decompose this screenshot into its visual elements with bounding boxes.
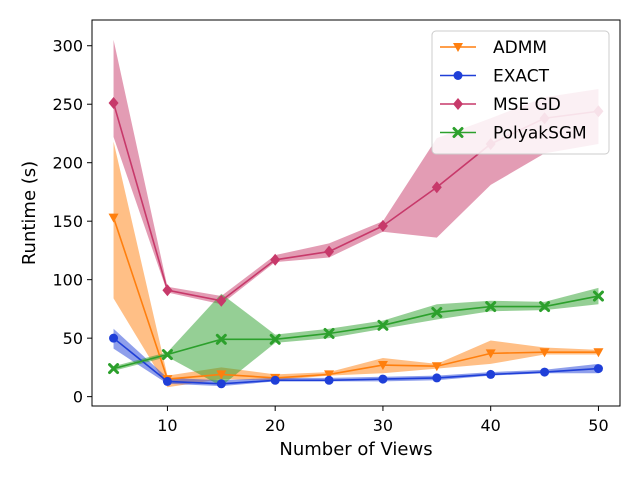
y-tick-label: 200	[52, 154, 83, 173]
point-mse-gd	[324, 245, 335, 258]
legend: ADMM EXACT MSE GD PolyakSGM	[431, 30, 610, 155]
point-admm	[431, 362, 442, 372]
legend-box	[431, 30, 610, 155]
legend-label-mse-gd: MSE GD	[493, 95, 561, 115]
y-axis-label: Runtime (s)	[19, 161, 40, 265]
band-mse-gd	[113, 39, 599, 305]
y-tick-label: 100	[52, 271, 83, 290]
point-polyaksgm	[323, 327, 335, 339]
point-polyaksgm	[431, 306, 443, 318]
legend-marker-polyaksgm	[452, 127, 464, 138]
legend-marker-admm	[453, 43, 463, 52]
y-tick-label: 0	[73, 388, 83, 407]
point-exact	[378, 374, 388, 384]
point-polyaksgm	[592, 290, 604, 302]
plot-frame	[91, 19, 621, 407]
y-axis-ticks: 0 50 100 150 200 250 300	[52, 37, 92, 407]
point-polyaksgm	[485, 301, 497, 313]
point-exact	[324, 375, 334, 385]
point-polyaksgm	[377, 319, 389, 331]
point-polyaksgm	[108, 363, 120, 375]
point-exact	[540, 367, 550, 377]
point-admm	[485, 349, 496, 359]
point-polyaksgm	[539, 301, 551, 313]
y-tick-label: 300	[52, 37, 83, 56]
line-polyaksgm	[113, 295, 599, 370]
point-exact	[486, 369, 496, 379]
legend-label-exact: EXACT	[493, 67, 550, 87]
band-polyaksgm	[113, 287, 599, 387]
y-tick-label: 150	[52, 212, 83, 231]
y-tick-label: 50	[63, 329, 83, 348]
point-polyaksgm	[215, 333, 227, 345]
point-exact	[162, 376, 172, 386]
point-mse-gd	[108, 97, 119, 110]
legend-marker-mse-gd	[453, 98, 463, 110]
point-admm	[539, 348, 550, 358]
point-mse-gd	[377, 219, 388, 232]
point-exact	[216, 379, 226, 389]
point-mse-gd	[270, 253, 281, 266]
point-admm	[108, 213, 119, 223]
x-tick-label: 50	[588, 416, 608, 435]
x-axis-label: Number of Views	[279, 439, 432, 460]
legend-marker-exact	[453, 71, 463, 80]
point-polyaksgm	[161, 349, 173, 361]
line-admm	[112, 217, 599, 380]
point-exact	[593, 364, 603, 374]
point-exact	[432, 373, 442, 383]
line-exact	[113, 337, 599, 385]
x-tick-label: 40	[481, 416, 501, 435]
x-tick-label: 20	[265, 416, 285, 435]
x-axis-ticks: 10 20 30 40 50	[157, 406, 609, 435]
point-exact	[109, 333, 119, 343]
x-tick-label: 10	[157, 416, 177, 435]
point-exact	[270, 375, 280, 385]
legend-label-polyaksgm: PolyakSGM	[493, 124, 587, 144]
point-admm	[593, 348, 604, 358]
x-tick-label: 30	[373, 416, 393, 435]
y-tick-label: 250	[52, 95, 83, 114]
point-admm	[377, 361, 388, 371]
point-polyaksgm	[269, 333, 281, 345]
point-mse-gd	[162, 284, 173, 297]
point-admm	[324, 370, 335, 380]
point-mse-gd	[216, 294, 227, 307]
point-admm	[216, 370, 227, 380]
point-mse-gd	[431, 181, 442, 194]
legend-label-admm: ADMM	[493, 38, 547, 58]
